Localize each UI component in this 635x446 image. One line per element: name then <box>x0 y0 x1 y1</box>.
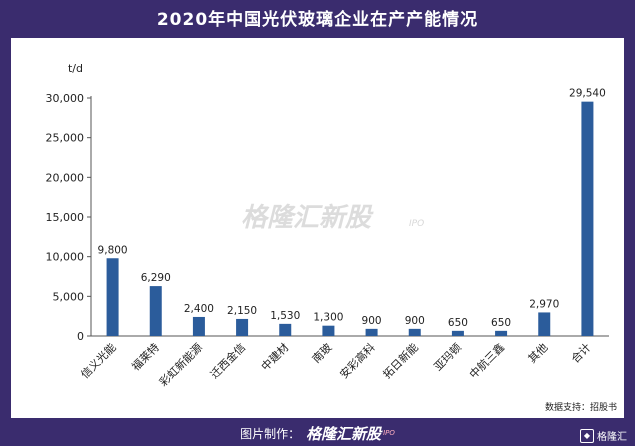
data-label: 6,290 <box>141 272 171 284</box>
data-label: 900 <box>405 315 425 327</box>
x-tick-label: 其他 <box>526 341 551 366</box>
footer-brand-sub: IPO <box>383 429 395 437</box>
bar <box>192 316 205 336</box>
corner-logo: ◆ 格隆汇 <box>580 428 627 443</box>
x-tick-label: 亚玛顿 <box>431 340 464 373</box>
logo-icon: ◆ <box>580 428 594 443</box>
x-tick-label: 合计 <box>568 340 593 365</box>
footer-label: 图片制作： <box>240 426 301 441</box>
y-tick-label: 0 <box>77 330 84 343</box>
watermark-text: 格隆汇新股 <box>241 203 374 233</box>
data-label: 2,400 <box>184 303 214 315</box>
chart-panel: 格隆汇新股 IPO t/d 0 5,000 10,000 15,000 20,000 25… <box>11 38 624 418</box>
bar <box>322 325 335 336</box>
data-label: 2,970 <box>529 298 559 310</box>
data-label: 9,800 <box>98 244 128 256</box>
bar <box>408 328 421 336</box>
bar <box>236 318 249 336</box>
y-tick-label: 25,000 <box>46 132 85 145</box>
data-label: 900 <box>362 315 382 327</box>
x-tick-label: 福莱特 <box>129 340 162 373</box>
data-label: 650 <box>448 317 468 329</box>
data-label: 2,150 <box>227 305 257 317</box>
y-axis-label: t/d <box>68 62 83 75</box>
x-tick-label: 信义光能 <box>78 340 119 381</box>
data-label: 29,540 <box>569 88 606 100</box>
x-tick-label: 安彩高科 <box>337 340 378 381</box>
bar <box>149 286 162 336</box>
bar-chart: 格隆汇新股 IPO t/d 0 5,000 10,000 15,000 20,000 25… <box>46 62 609 389</box>
data-label: 1,530 <box>270 310 300 322</box>
y-tick-label: 30,000 <box>46 92 85 105</box>
y-tick-label: 5,000 <box>53 290 85 303</box>
footer-brand: 格隆汇新股 <box>306 424 382 443</box>
x-tick-label: 迁西金信 <box>207 340 248 381</box>
data-source: 数据支持：招股书 <box>544 403 617 413</box>
bar <box>451 330 464 336</box>
bar <box>581 101 594 336</box>
x-tick-label: 彩虹新能源 <box>156 340 205 389</box>
corner-logo-text: 格隆汇 <box>597 432 627 443</box>
y-tick-label: 10,000 <box>46 251 85 264</box>
watermark-sub: IPO <box>409 219 424 229</box>
bar <box>495 330 508 336</box>
y-tick-label: 20,000 <box>46 171 85 184</box>
page-title: 2020年中国光伏玻璃企业在产产能情况 <box>156 9 479 30</box>
footer: 图片制作： 格隆汇新股 IPO <box>0 420 635 446</box>
bar <box>538 312 551 336</box>
bar <box>106 258 119 336</box>
y-axis: 0 5,000 10,000 15,000 20,000 25,000 30,000 <box>46 92 609 343</box>
x-tick-label: 中航三鑫 <box>466 340 507 381</box>
y-tick-label: 15,000 <box>46 211 85 224</box>
bar <box>365 328 378 336</box>
data-label: 650 <box>491 317 511 329</box>
bars: 9,800 6,290 2,400 2,150 1,530 1,300 900 900 650 6… <box>98 88 606 336</box>
data-label: 1,300 <box>313 312 343 324</box>
x-tick-label: 中建材 <box>258 340 291 373</box>
x-tick-label: 南玻 <box>310 341 335 366</box>
x-tick-label: 拓日新能 <box>380 340 421 381</box>
bar <box>279 323 292 336</box>
watermark: 格隆汇新股 IPO <box>241 203 424 233</box>
